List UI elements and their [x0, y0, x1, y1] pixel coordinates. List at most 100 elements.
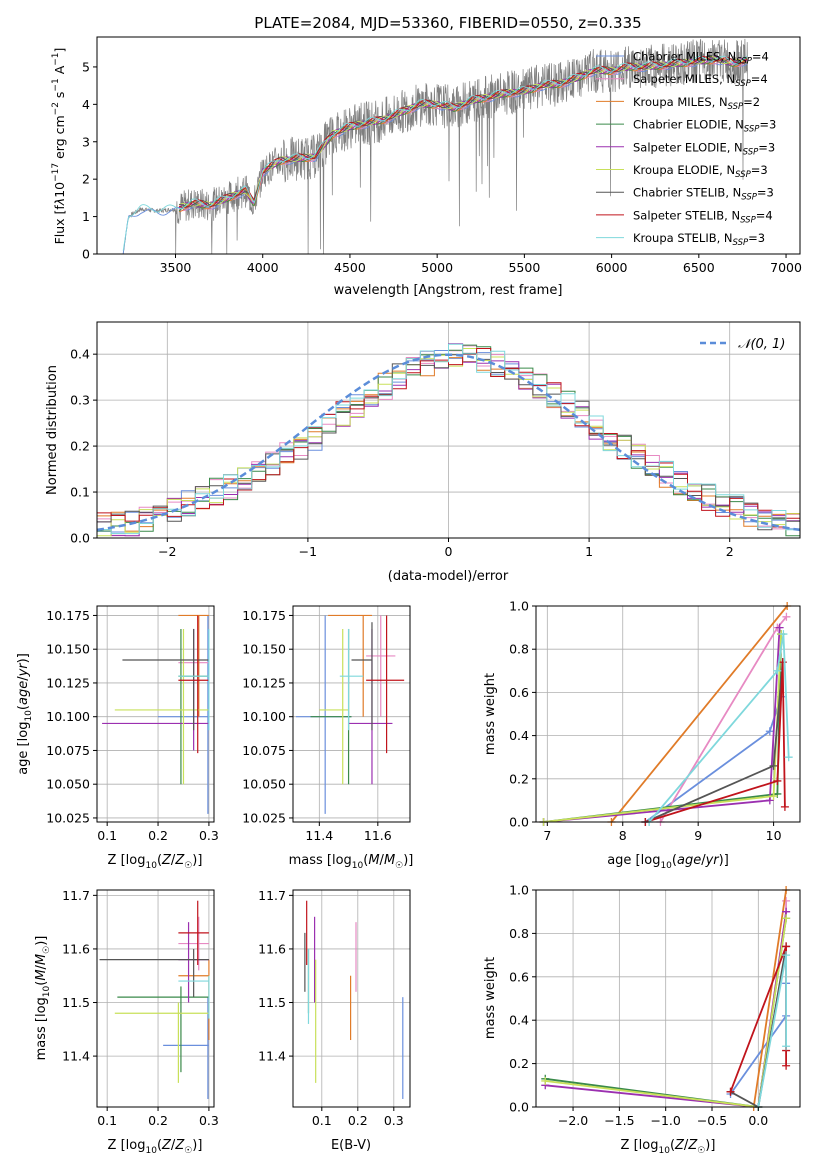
mass-vs-z-x-label: Z [log10(Z/Z☉)] — [108, 1138, 203, 1156]
x-tick-label: 8 — [619, 828, 627, 843]
spectrum-plot-area — [122, 38, 748, 255]
y-tick-label: 10.050 — [46, 777, 90, 792]
mass-weight-point-salpeter-stelib — [782, 1061, 791, 1070]
residuals-x-label: (data-model)/error — [388, 569, 509, 584]
y-tick-label: 0.3 — [70, 393, 90, 408]
mass-weight-point-kroupa-elodie — [782, 914, 791, 923]
mass-weight-point-chabrier-stelib — [769, 761, 778, 770]
age-vs-mass-plot-area — [295, 614, 405, 814]
spectrum-legend: Chabrier MILES, NSSP=4 Salpeter MILES, NS… — [596, 50, 776, 248]
y-tick-label: 0.4 — [509, 728, 529, 743]
y-tick-label: 10.050 — [242, 777, 286, 792]
legend-label: Salpeter STELIB, NSSP=4 — [633, 208, 773, 225]
mass-weight-vs-age-y-ticks: 0.0 0.2 0.4 0.6 0.8 1.0 — [509, 599, 536, 830]
age-vs-mass-panel: 11.4 11.6 10.02510.05010.07510.10010.1251… — [242, 605, 414, 871]
y-tick-label: 11.4 — [258, 1049, 286, 1064]
mass-vs-z-y-label: mass [log10(M/M☉)] — [34, 936, 52, 1061]
age-vs-z-panel: 0.1 0.2 0.3 10.025 10.050 10.075 10.100 10.125… — [16, 605, 219, 871]
y-tick-label: 0.4 — [509, 1013, 529, 1028]
mass-weight-point-chabrier-miles — [765, 727, 774, 736]
mass-weight-point-kroupa-stelib — [784, 753, 793, 762]
normal-distribution-curve — [96, 353, 801, 532]
x-tick-label: 0.1 — [97, 828, 117, 843]
mass-weight-line-kroupa-miles — [752, 889, 787, 1108]
x-tick-label: 0.2 — [348, 1113, 368, 1128]
y-tick-label: 4 — [82, 97, 90, 112]
legend-label: Chabrier STELIB, NSSP=3 — [633, 186, 774, 203]
age-vs-mass-x-label: mass [log10(M/M☉)] — [289, 853, 414, 871]
mass-vs-z-plot-area — [99, 900, 210, 1099]
y-tick-label: 11.5 — [258, 995, 286, 1010]
legend-label: Kroupa MILES, NSSP=2 — [633, 95, 760, 112]
legend-label: Salpeter ELODIE, NSSP=3 — [633, 140, 775, 157]
spectrum-y-label: Flux [fλ10−17 erg cm−2 s−1 A−1] — [51, 48, 67, 245]
y-tick-label: 10.175 — [242, 608, 286, 623]
age-vs-z-axes-frame — [96, 605, 215, 823]
x-tick-label: 4000 — [247, 260, 279, 275]
x-tick-label: 4500 — [334, 260, 366, 275]
age-vs-mass-axes-frame — [292, 605, 411, 823]
legend-label: Kroupa STELIB, NSSP=3 — [633, 231, 765, 248]
spectrum-y-ticks: 0 1 2 3 4 5 — [82, 59, 97, 262]
age-vs-z-x-ticks: 0.1 0.2 0.3 — [97, 822, 219, 843]
y-tick-label: 11.7 — [258, 888, 286, 903]
x-tick-label: 11.6 — [364, 828, 392, 843]
x-tick-label: 7000 — [770, 260, 802, 275]
mass-weight-vs-z-y-ticks: 0.0 0.2 0.4 0.6 0.8 1.0 — [509, 883, 536, 1115]
mass-weight-vs-z-axes-frame — [535, 889, 801, 1108]
x-tick-label: 0.1 — [312, 1113, 332, 1128]
mass-weight-point-salpeter-stelib — [780, 802, 789, 811]
x-tick-label: 0.2 — [148, 1113, 168, 1128]
x-tick-label: −2 — [158, 544, 176, 559]
x-tick-label: 3500 — [160, 260, 192, 275]
age-vs-mass-x-ticks: 11.4 11.6 — [305, 822, 392, 843]
mass-weight-point-kroupa-elodie — [541, 1076, 550, 1085]
y-tick-label: 10.150 — [46, 642, 90, 657]
y-tick-label: 0.2 — [509, 1056, 529, 1071]
model-spectrum-line-chabrier-elodie — [178, 56, 748, 212]
mass-weight-vs-age-x-ticks: 7 8 9 10 — [543, 822, 782, 843]
x-tick-label: 0.3 — [384, 1113, 404, 1128]
x-tick-label: 5000 — [421, 260, 453, 275]
y-tick-label: 1 — [82, 209, 90, 224]
x-tick-label: 0.3 — [199, 1113, 219, 1128]
age-vs-z-y-label: age [log10(age/yr)] — [16, 653, 34, 775]
residuals-x-ticks: −2 −1 0 1 2 — [158, 538, 734, 559]
age-vs-mass-y-ticks: 10.025 10.050 10.075 10.100 10.125 10.150 10.1… — [242, 608, 293, 825]
x-tick-label: −1 — [299, 544, 317, 559]
mass-vs-ebv-y-ticks: 11.4 11.5 11.6 11.7 — [258, 888, 293, 1064]
model-spectrum-line-kroupa-elodie — [178, 56, 748, 207]
x-tick-label: −1.5 — [604, 1113, 634, 1128]
mass-weight-point-kroupa-elodie — [769, 792, 778, 801]
residuals-plot-area — [96, 343, 801, 537]
mass-weight-line-salpeter-stelib — [645, 662, 786, 823]
mass-vs-ebv-grid — [293, 890, 410, 1107]
mass-weight-vs-age-axes-frame — [535, 605, 801, 823]
mass-weight-line-kroupa-miles — [610, 605, 788, 823]
age-vs-z-plot-area — [102, 614, 210, 814]
mass-vs-z-axes-frame — [96, 889, 215, 1108]
y-tick-label: 10.125 — [46, 675, 90, 690]
x-tick-label: 11.4 — [305, 828, 333, 843]
y-tick-label: 0.0 — [509, 815, 529, 830]
x-tick-label: 7 — [543, 828, 551, 843]
x-tick-label: 0.3 — [199, 828, 219, 843]
x-tick-label: 0.0 — [748, 1113, 768, 1128]
spectrum-panel: PLATE=2084, MJD=53360, FIBERID=0550, z=0… — [51, 14, 802, 298]
y-tick-label: 10.025 — [242, 810, 286, 825]
y-tick-label: 5 — [82, 59, 90, 74]
legend-label: Chabrier MILES, NSSP=4 — [633, 50, 769, 67]
residuals-legend: 𝒩(0, 1) — [700, 337, 785, 352]
y-tick-label: 2 — [82, 172, 90, 187]
spectrum-x-label: wavelength [Angstrom, rest frame] — [334, 283, 563, 298]
mass-weight-point-salpeter-stelib — [726, 1087, 735, 1096]
y-tick-label: 10.025 — [46, 810, 90, 825]
mass-vs-z-y-ticks: 11.4 11.5 11.6 11.7 — [62, 888, 97, 1064]
model-spectrum-line-salpeter-stelib — [178, 56, 748, 209]
y-tick-label: 10.150 — [242, 642, 286, 657]
mass-weight-point-kroupa-stelib — [782, 1042, 791, 1051]
y-tick-label: 1.0 — [509, 883, 529, 898]
mass-vs-z-x-ticks: 0.1 0.2 0.3 — [97, 1107, 219, 1128]
mass-vs-ebv-plot-area — [304, 900, 404, 1099]
